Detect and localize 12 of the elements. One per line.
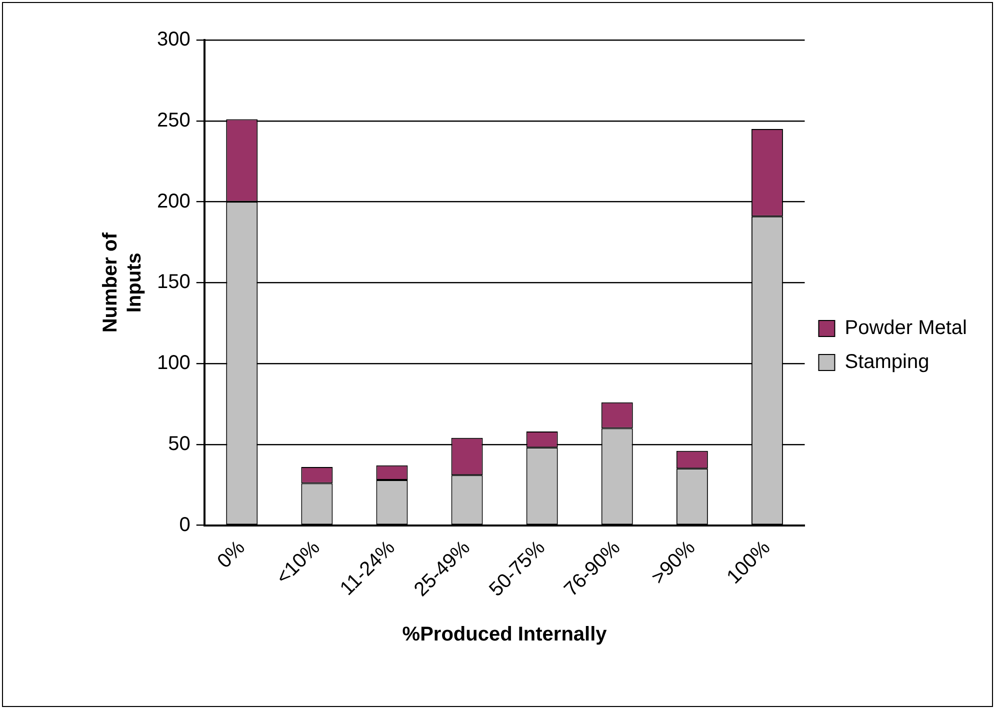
x-tick-label: 0% <box>213 536 250 573</box>
legend-label: Stamping <box>844 351 930 374</box>
legend-label: Powder Metal <box>844 317 968 340</box>
y-tick-label: 200 <box>156 190 190 212</box>
x-axis-title: %Produced Internally <box>402 624 608 646</box>
y-axis-title: Number of Inputs <box>100 232 146 333</box>
y-tick-label: 0 <box>179 514 190 536</box>
y-tick-label: 300 <box>156 28 190 51</box>
y-tick-label: 150 <box>156 271 190 294</box>
y-tick-label: 250 <box>156 109 190 132</box>
y-tick-label: 100 <box>156 352 190 374</box>
y-tick-label: 50 <box>168 432 190 455</box>
